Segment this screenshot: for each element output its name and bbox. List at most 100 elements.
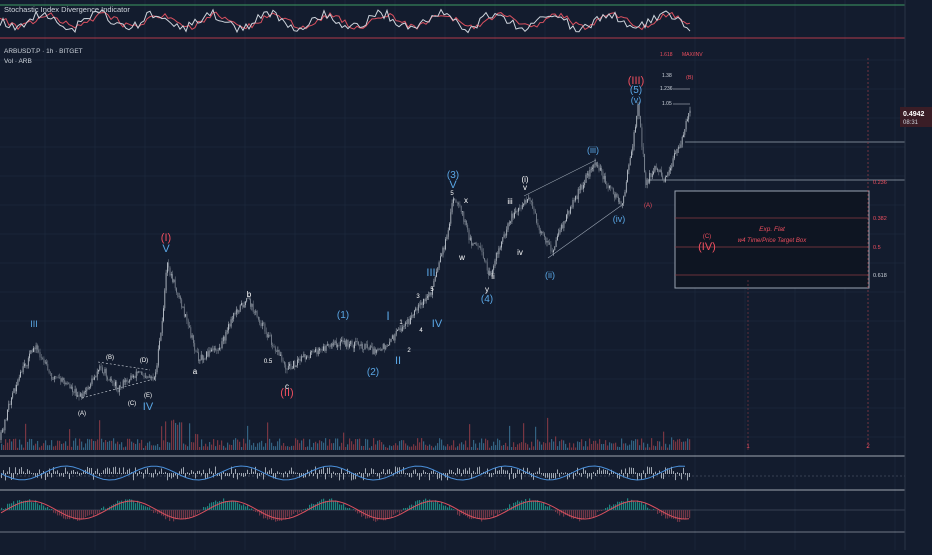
- volume-bar: [405, 443, 406, 450]
- rsi-bar: [547, 473, 548, 478]
- rsi-bar: [261, 473, 262, 475]
- macd-bar: [521, 501, 522, 510]
- rsi-bar: [195, 473, 196, 478]
- rsi-bar: [247, 470, 248, 474]
- rsi-bar: [101, 473, 102, 474]
- volume-bar: [321, 441, 322, 450]
- candle-body: [80, 393, 81, 396]
- volume-bar: [509, 426, 510, 450]
- candle-body: [605, 176, 606, 184]
- candle-body: [289, 364, 290, 366]
- wave-label: V: [162, 243, 170, 255]
- macd-bar: [189, 510, 190, 517]
- rsi-bar: [635, 472, 636, 474]
- macd-bar: [139, 503, 140, 510]
- volume-bar: [141, 440, 142, 450]
- macd-bar: [143, 505, 144, 510]
- volume-bar: [397, 445, 398, 450]
- volume-bar: [167, 442, 168, 450]
- candle-body: [171, 274, 172, 275]
- volume-bar: [665, 444, 666, 450]
- volume-bar: [615, 443, 616, 450]
- candle-body: [196, 351, 197, 352]
- candle-body: [665, 177, 666, 182]
- macd-bar: [387, 510, 388, 518]
- volume-bar: [173, 420, 174, 450]
- rsi-bar: [45, 473, 46, 480]
- rsi-bar: [39, 469, 40, 474]
- wave-label: II: [395, 355, 401, 367]
- volume-bar: [683, 442, 684, 450]
- rsi-bar: [503, 470, 504, 474]
- volume-bar: [485, 439, 486, 450]
- rsi-bar: [593, 472, 594, 474]
- macd-bar: [579, 510, 580, 521]
- rsi-bar: [373, 469, 374, 474]
- candle-body: [670, 168, 671, 170]
- candle-body: [75, 389, 76, 393]
- rsi-bar: [57, 470, 58, 474]
- candle-body: [556, 240, 557, 246]
- candle-body: [302, 356, 303, 357]
- volume-bar: [593, 441, 594, 450]
- rsi-bar: [467, 471, 468, 474]
- candle-body: [239, 310, 240, 312]
- candle-body: [58, 377, 59, 378]
- w4-target-box[interactable]: 0.382 0.5 0.618 Exp. Flat w4 Time/Price …: [675, 191, 887, 288]
- candle-body: [209, 351, 210, 357]
- macd-bar: [241, 505, 242, 510]
- rsi-bar: [329, 468, 330, 474]
- macd-bar: [99, 510, 100, 513]
- macd-bar: [225, 501, 226, 510]
- candle-body: [333, 343, 334, 346]
- rsi-bar: [179, 471, 180, 474]
- candle-body: [666, 176, 667, 177]
- wave-label: (B): [106, 355, 114, 361]
- macd-bar: [153, 510, 154, 513]
- macd-bar: [83, 510, 84, 519]
- volume-bar: [381, 442, 382, 450]
- candle-body: [558, 233, 559, 236]
- volume-bar: [213, 439, 214, 450]
- macd-bar: [477, 510, 478, 518]
- macd-bar: [245, 506, 246, 510]
- candle-body: [671, 166, 672, 168]
- candle-body: [484, 258, 485, 261]
- volume-bar: [453, 440, 454, 450]
- volume-bar: [235, 438, 236, 450]
- macd-bar: [571, 510, 572, 519]
- candle-body: [309, 357, 310, 358]
- candle-body: [508, 223, 509, 229]
- candle-body: [83, 394, 84, 398]
- rsi-bar: [341, 469, 342, 474]
- candle-body: [120, 385, 121, 387]
- candle-body: [609, 186, 610, 188]
- rsi-bar: [277, 471, 278, 474]
- candle-body: [11, 398, 12, 405]
- candle-body: [240, 305, 241, 310]
- candle-body: [207, 352, 208, 357]
- macd-bar: [197, 510, 198, 513]
- volume-bar: [523, 423, 524, 450]
- volume-bar: [579, 442, 580, 450]
- volume-bar: [275, 446, 276, 450]
- candle-body: [656, 166, 657, 170]
- wave-label: (A): [644, 203, 652, 209]
- macd-bar: [287, 510, 288, 517]
- volume-bar: [27, 442, 28, 450]
- candle-body: [161, 333, 162, 341]
- candle-body: [306, 356, 307, 359]
- candle-body: [592, 168, 593, 169]
- volume-bar: [99, 420, 100, 450]
- wave-label: (D): [140, 358, 148, 364]
- candle-body: [552, 251, 553, 252]
- candle-body: [621, 202, 622, 206]
- macd-bar: [169, 510, 170, 521]
- volume-bar: [151, 445, 152, 450]
- candle-body: [638, 104, 639, 116]
- candle-body: [479, 246, 480, 247]
- candle-body: [63, 378, 64, 380]
- volume-bar: [503, 445, 504, 450]
- macd-bar: [605, 508, 606, 510]
